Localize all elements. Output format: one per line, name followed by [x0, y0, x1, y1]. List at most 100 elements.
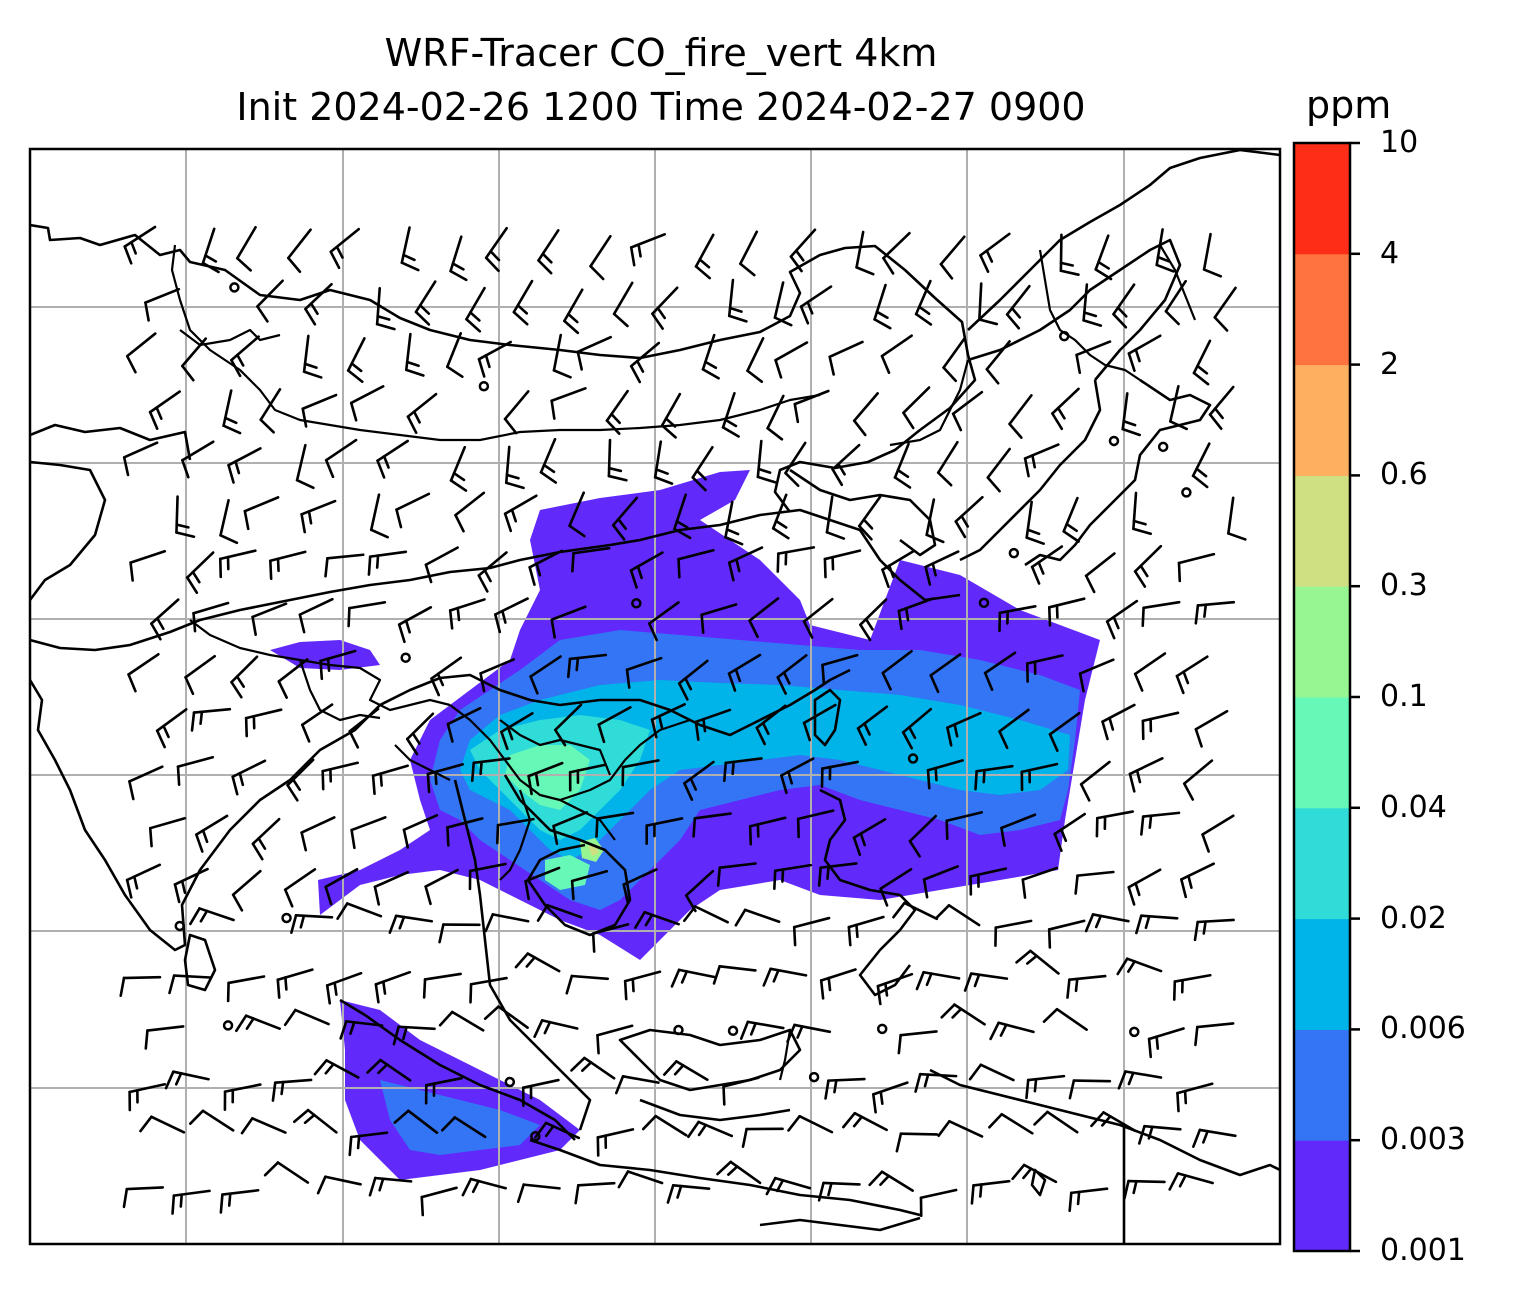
wind-barb: [244, 708, 283, 738]
wind-barb: [945, 811, 984, 841]
colorbar-segment: [1294, 697, 1350, 809]
wind-barb: [127, 652, 160, 693]
wind-barb: [1025, 654, 1064, 683]
wind-barb: [605, 389, 629, 435]
wind-barb: [1140, 811, 1181, 836]
wind-barb: [346, 337, 366, 384]
wind-barb: [773, 281, 793, 327]
wind-barb: [175, 495, 196, 539]
wind-barb: [144, 287, 181, 322]
wind-barb: [350, 816, 387, 850]
wind-barb: [1177, 552, 1216, 583]
wind-barb: [366, 1058, 412, 1082]
wind-barb: [552, 811, 589, 846]
wind-barb: [1005, 284, 1031, 330]
wind-barb: [1133, 652, 1167, 692]
wind-barb: [565, 974, 609, 995]
wind-barb: [897, 1030, 938, 1055]
wind-barb: [400, 226, 420, 272]
wind-barb: [529, 655, 562, 695]
wind-barb: [1030, 545, 1064, 585]
wind-barb: [256, 279, 284, 323]
wind-barb: [397, 606, 433, 644]
wind-barb: [321, 761, 360, 791]
wind-barb: [934, 904, 981, 927]
wind-barb: [271, 1078, 313, 1102]
colorbar-tick-label: 0.02: [1380, 900, 1447, 936]
wind-barb: [290, 913, 334, 934]
wind-barb: [406, 392, 438, 434]
wind-barb: [1176, 1082, 1214, 1113]
wind-barb: [746, 337, 765, 384]
wind-barb: [974, 764, 1014, 791]
wind-barb: [1147, 1027, 1185, 1059]
wind-barb: [914, 279, 933, 326]
wind-barb: [727, 278, 748, 323]
wind-barb: [871, 1081, 909, 1114]
wind-barb: [1135, 914, 1179, 935]
wind-barb: [817, 1181, 861, 1202]
wind-barb: [263, 1161, 310, 1184]
wind-barb: [617, 1170, 664, 1189]
colorbar-segment: [1294, 364, 1350, 476]
wind-barb: [336, 902, 383, 920]
wind-barb: [1175, 655, 1209, 695]
wind-barb: [802, 597, 834, 639]
wind-barb: [859, 598, 888, 642]
wind-barb: [908, 814, 938, 858]
wind-barb-calm: [478, 380, 490, 392]
wind-barb: [422, 972, 462, 999]
wind-barb: [924, 550, 960, 586]
wind-barb: [963, 972, 1009, 992]
wind-barb-calm: [229, 282, 240, 293]
wind-barb: [1213, 286, 1237, 332]
wind-barb: [852, 818, 887, 857]
wind-barb: [313, 1059, 360, 1079]
wind-barb: [536, 903, 583, 922]
wind-barb: [660, 392, 682, 439]
wind-barb-calm: [1059, 330, 1070, 342]
coastlines: [30, 149, 1280, 1244]
wind-barb: [176, 755, 215, 786]
wind-barb: [188, 1109, 235, 1132]
wind-barb: [629, 232, 667, 267]
wind-barb: [287, 228, 312, 274]
wind-barb-calm: [1157, 441, 1169, 453]
colorbar-tick-label: 4: [1380, 235, 1400, 271]
wind-barb: [780, 757, 815, 795]
wind-barb: [670, 968, 716, 988]
wind-barb: [219, 498, 239, 545]
wind-barb: [1182, 759, 1214, 801]
wind-barb: [470, 757, 511, 783]
wind-barb: [1074, 870, 1115, 895]
wind-barb: [230, 335, 260, 378]
wind-barb: [796, 809, 835, 839]
wind-barb: [691, 446, 714, 492]
wind-barb: [1066, 974, 1107, 999]
wind-barb: [591, 923, 630, 953]
colorbar-tick-label: 0.006: [1380, 1011, 1466, 1047]
wind-barb: [236, 225, 257, 272]
wind-barb: [716, 1160, 762, 1185]
wind-barb: [552, 333, 572, 379]
wind-barb-calm: [174, 920, 186, 932]
wind-barb: [629, 551, 664, 589]
wind-barb: [283, 868, 317, 908]
wind-barb: [765, 1176, 812, 1196]
wind-barb: [1047, 597, 1086, 627]
wind-barb: [596, 1128, 635, 1157]
wind-barb: [1000, 813, 1037, 848]
map-panel: [28, 147, 1282, 1246]
wind-barb: [181, 440, 215, 479]
wind-barb: [528, 549, 563, 586]
wind-barb: [304, 282, 333, 326]
wind-barb: [926, 759, 964, 790]
wind-barb: [440, 1116, 487, 1139]
wind-barb-calm: [876, 1023, 888, 1035]
wind-barb-calm: [673, 1024, 684, 1036]
wind-barb: [324, 868, 359, 906]
wind-barb: [392, 1025, 436, 1046]
wind-barb: [700, 603, 738, 635]
colorbar-tick-label: 0.6: [1380, 457, 1428, 493]
wind-barb: [969, 867, 1008, 896]
